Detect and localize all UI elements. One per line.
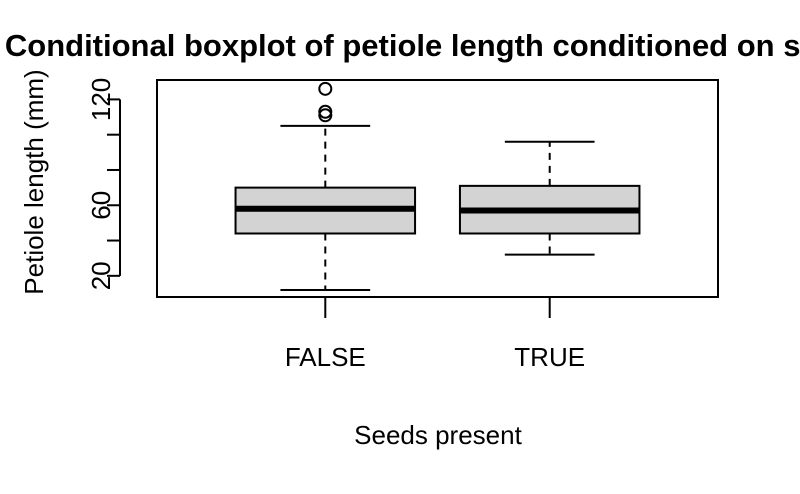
outlier-point — [318, 104, 333, 119]
y-tick-label: 60 — [86, 191, 116, 220]
y-axis-title: Petiole length (mm) — [19, 69, 49, 294]
box-false — [234, 81, 417, 291]
outlier-point — [318, 81, 333, 96]
x-tick-label: TRUE — [514, 342, 585, 372]
y-axis: 20 60 120 — [86, 78, 121, 290]
x-tick-label: FALSE — [285, 342, 366, 372]
x-axis-title: Seeds present — [354, 420, 522, 450]
plot-frame — [156, 79, 719, 298]
box-true — [458, 140, 641, 256]
x-axis: FALSE TRUE — [285, 297, 585, 372]
chart-title: Conditional boxplot of petiole length co… — [5, 28, 800, 63]
y-tick-label: 20 — [86, 261, 116, 290]
box-series — [234, 81, 641, 291]
y-tick-label: 120 — [86, 78, 116, 121]
